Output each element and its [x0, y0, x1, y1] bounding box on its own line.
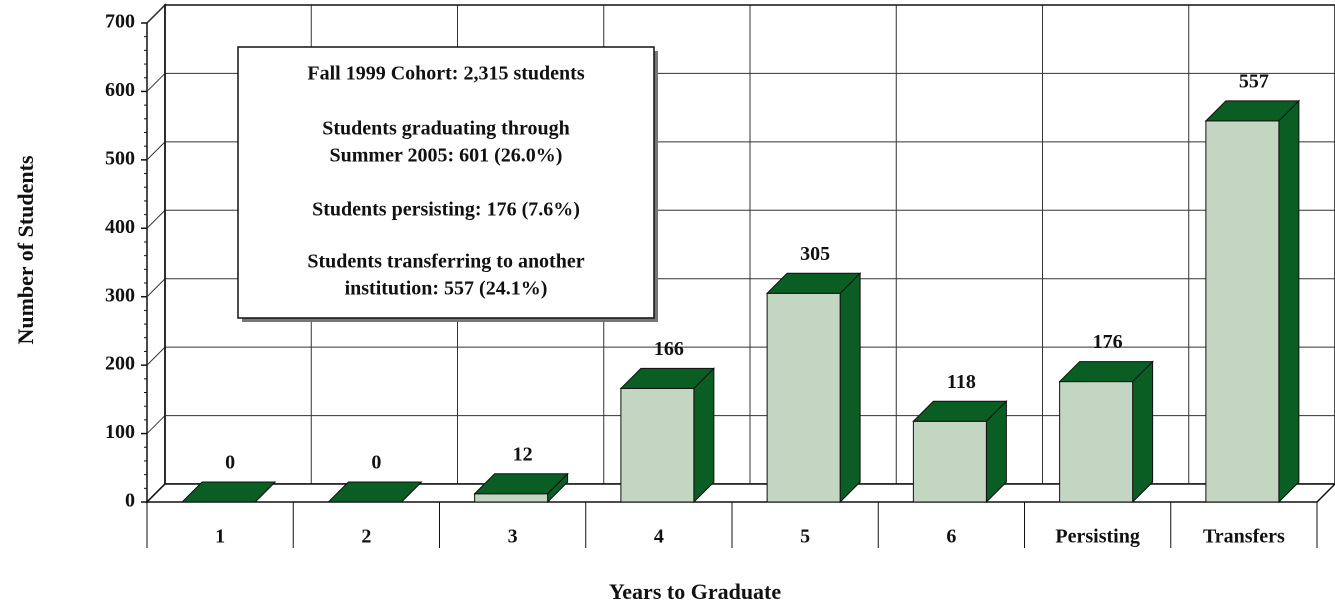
bar-top	[1058, 361, 1154, 383]
grid-line	[146, 346, 166, 366]
bar-top	[180, 481, 277, 503]
value-label: 118	[947, 371, 976, 393]
annotation-text: institution: 557 (24.1%)	[345, 278, 548, 300]
bar-top	[619, 367, 716, 389]
x-tick-label: 3	[508, 526, 518, 548]
bar	[1059, 381, 1134, 503]
floor	[145, 483, 1335, 503]
annotation-text: Summer 2005: 601 (26.0%)	[330, 145, 563, 167]
value-label: 0	[225, 452, 235, 474]
x-tick-label: 1	[215, 526, 225, 548]
value-label: 0	[371, 452, 381, 474]
value-label: 305	[800, 243, 830, 265]
y-axis-title: Number of Students	[13, 155, 38, 345]
bar-top	[912, 400, 1008, 422]
grid-line	[146, 278, 166, 298]
x-tick-label: Transfers	[1203, 526, 1285, 548]
x-tick-label: 6	[946, 526, 956, 548]
y-tick-label: 200	[105, 353, 135, 375]
value-label: 166	[654, 338, 684, 360]
bar	[766, 292, 841, 503]
y-tick-label: 400	[105, 216, 135, 238]
annotation-text: Students transferring to another	[307, 251, 584, 273]
grid-line	[146, 209, 166, 229]
bar	[1205, 120, 1280, 503]
bar-top	[327, 481, 423, 503]
x-tick-label: 5	[800, 526, 810, 548]
grid-line	[146, 141, 166, 161]
bar-top	[1204, 100, 1301, 122]
x-tick-label: 4	[654, 526, 664, 548]
x-axis-title: Years to Graduate	[609, 579, 782, 604]
bar-side	[1132, 360, 1154, 504]
grid-line	[146, 4, 166, 24]
bar-side	[1278, 99, 1300, 504]
bar	[474, 493, 549, 503]
bar-side	[839, 272, 861, 504]
value-label: 557	[1239, 70, 1269, 92]
annotation-text: Fall 1999 Cohort: 2,315 students	[307, 63, 584, 85]
value-label: 176	[1093, 331, 1123, 353]
bar	[620, 387, 695, 503]
y-tick-label: 700	[105, 11, 135, 33]
grid-line	[146, 73, 166, 92]
annotation-text: Students graduating through	[322, 118, 569, 140]
bar-top	[765, 272, 862, 294]
x-tick-label: 2	[361, 526, 371, 548]
y-tick-label: 300	[105, 284, 135, 306]
y-tick-label: 500	[105, 147, 135, 169]
bar	[912, 420, 987, 503]
bar-top	[473, 473, 569, 495]
bar-side	[693, 367, 715, 504]
x-tick-label: Persisting	[1055, 526, 1139, 548]
y-tick-label: 600	[105, 79, 135, 101]
y-tick-label: 0	[125, 490, 135, 512]
annotation-box	[237, 46, 655, 319]
y-tick-label: 100	[105, 421, 135, 443]
annotation-text: Students persisting: 176 (7.6%)	[312, 199, 580, 221]
left-wall	[146, 3, 166, 504]
value-label: 12	[513, 443, 533, 465]
grid-line	[146, 415, 166, 434]
